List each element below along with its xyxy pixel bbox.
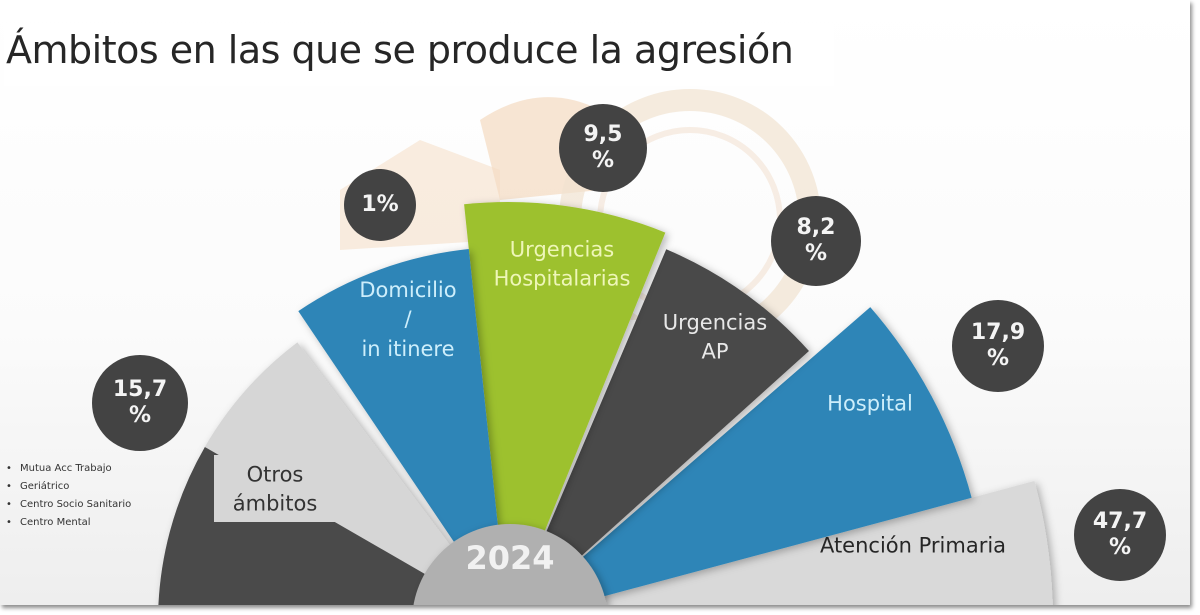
segment-label-line: Hospitalarias [493,267,631,291]
segment-label-line: Hospital [827,391,913,416]
segment-wedge [298,249,507,605]
segment-wedge [527,307,972,605]
segment-label-line: Urgencias [662,310,768,335]
segment-label-line: ámbitos [232,492,318,516]
segment-label-line: Otros [246,462,304,487]
otros-upper-wedge [204,342,496,605]
otros-label-box [214,455,340,522]
segment-label: Domicilio / in itinere [359,276,456,364]
segment-label: Urgencias AP [663,309,767,368]
segment-label: Hospital [827,389,913,418]
segment-label-line: AP [701,340,729,364]
percentage-badge: 8,2 % [771,196,861,286]
segment-label: Atención Primaria [820,531,1006,560]
fan-chart [158,202,1053,605]
percentage-badge: 9,5 % [559,104,647,192]
otros-ambitos-list: Mutua Acc Trabajo Geriátrico Centro Soci… [6,460,131,532]
percentage-badge: 15,7 % [92,355,188,451]
list-item: Centro Socio Sanitario [6,496,131,514]
slide-title: Ámbitos en las que se produce la agresió… [6,28,794,72]
segment-label-line: Domicilio [359,277,457,302]
percentage-badge: 1% [344,169,416,241]
segment-label: Otros ámbitos [233,461,318,520]
segment-wedge [571,480,1053,605]
list-item: Centro Mental [6,514,131,532]
segment-label-line: Urgencias [509,237,615,262]
segment-label-line: in itinere [361,336,455,361]
center-year-label: 2024 [465,539,555,577]
list-item: Mutua Acc Trabajo [6,460,131,478]
segment-label-line: / [404,307,412,332]
segment-wedge [464,202,666,605]
percentage-badge: 47,7 % [1074,489,1166,581]
list-item: Geriátrico [6,478,131,496]
title-background [4,24,834,86]
segment-label-line: Atención Primaria [819,533,1007,558]
slide: Ámbitos en las que se produce la agresió… [0,0,1190,605]
segment-label: Urgencias Hospitalarias [494,236,631,295]
segment-wedge [515,249,809,605]
percentage-badge: 17,9 % [952,300,1044,392]
center-circle [413,524,607,605]
